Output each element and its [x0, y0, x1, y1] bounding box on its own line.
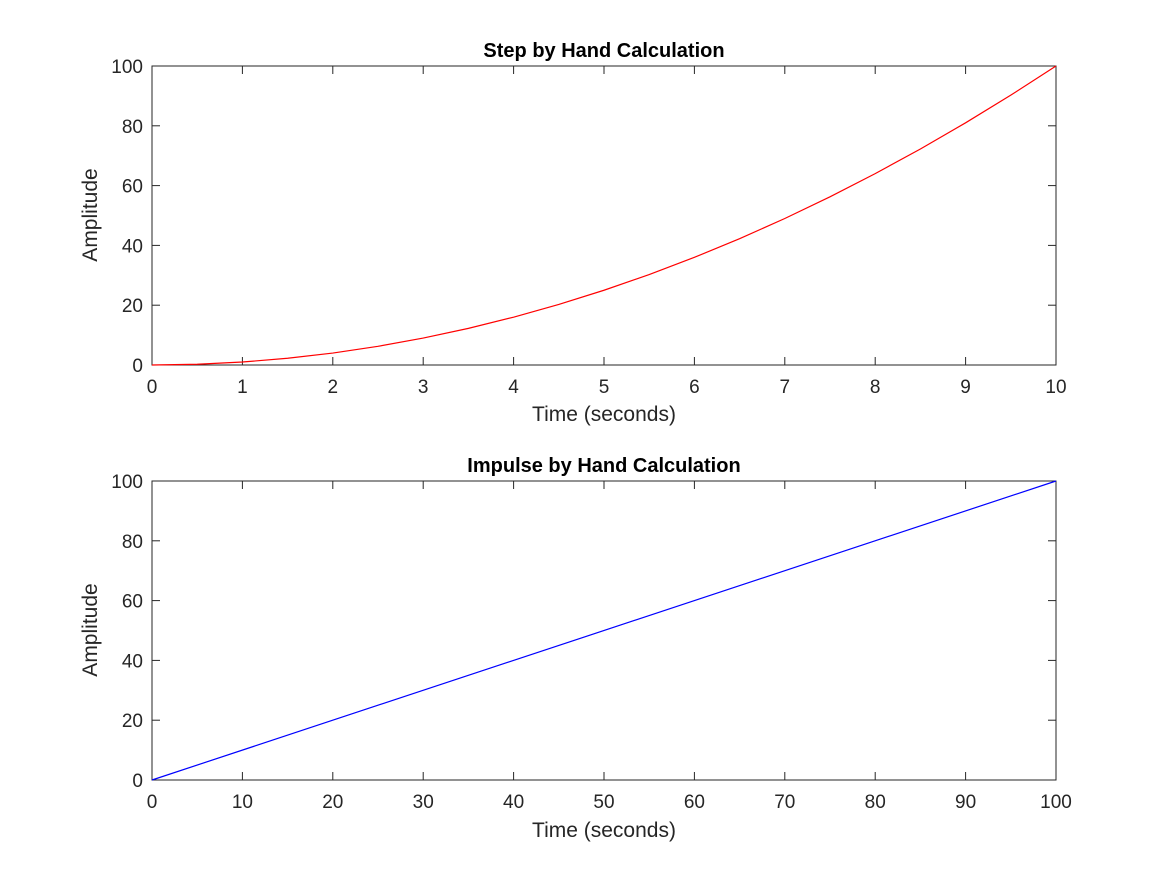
step-y-tick-label: 80: [122, 117, 143, 138]
impulse-x-tick-label: 90: [955, 792, 976, 813]
impulse-y-axis-label: Amplitude: [79, 583, 102, 676]
impulse-x-tick-label: 70: [774, 792, 795, 813]
impulse-y-tick-label: 40: [122, 651, 143, 672]
impulse-x-tick-label: 20: [322, 792, 343, 813]
impulse-series-line: [151, 480, 1057, 781]
step-y-tick-label: 20: [122, 296, 143, 317]
step-x-tick-label: 0: [147, 377, 158, 398]
step-x-tick-label: 7: [780, 377, 791, 398]
impulse-y-tick-label: 0: [132, 771, 143, 792]
impulse-y-tick-label: 100: [111, 472, 143, 493]
step-y-tick-label: 40: [122, 236, 143, 257]
step-y-tick-label: 100: [111, 57, 143, 78]
impulse-x-tick-label: 100: [1040, 792, 1072, 813]
step-y-tick-label: 0: [132, 356, 143, 377]
step-axes-frame: [151, 65, 1057, 366]
step-x-axis-label: Time (seconds): [532, 403, 676, 426]
impulse-x-tick-label: 40: [503, 792, 524, 813]
impulse-x-tick-label: 80: [865, 792, 886, 813]
impulse-x-tick-label: 0: [147, 792, 158, 813]
impulse-chart-title: Impulse by Hand Calculation: [467, 455, 740, 477]
step-x-tick-label: 2: [328, 377, 339, 398]
impulse-subplot: Impulse by Hand Calculation Time (second…: [79, 455, 1072, 842]
impulse-y-tick-label: 60: [122, 592, 143, 613]
impulse-x-tick-label: 10: [232, 792, 253, 813]
impulse-x-tick-label: 30: [413, 792, 434, 813]
impulse-y-tick-label: 20: [122, 711, 143, 732]
impulse-x-axis-label: Time (seconds): [532, 819, 676, 842]
step-x-tick-label: 8: [870, 377, 881, 398]
impulse-x-tick-label: 50: [593, 792, 614, 813]
step-y-tick-label: 60: [122, 177, 143, 198]
step-subplot: Step by Hand Calculation Time (seconds) …: [79, 40, 1067, 426]
step-series-line: [151, 65, 1057, 366]
step-y-axis-label: Amplitude: [79, 168, 102, 261]
step-x-tick-label: 10: [1045, 377, 1066, 398]
step-chart-title: Step by Hand Calculation: [483, 40, 724, 62]
impulse-y-tick-label: 80: [122, 532, 143, 553]
step-x-tick-label: 5: [599, 377, 610, 398]
step-x-tick-label: 9: [960, 377, 971, 398]
impulse-x-tick-label: 60: [684, 792, 705, 813]
step-x-tick-label: 1: [237, 377, 248, 398]
step-x-tick-label: 3: [418, 377, 429, 398]
step-x-tick-label: 4: [508, 377, 519, 398]
step-x-tick-label: 6: [689, 377, 700, 398]
